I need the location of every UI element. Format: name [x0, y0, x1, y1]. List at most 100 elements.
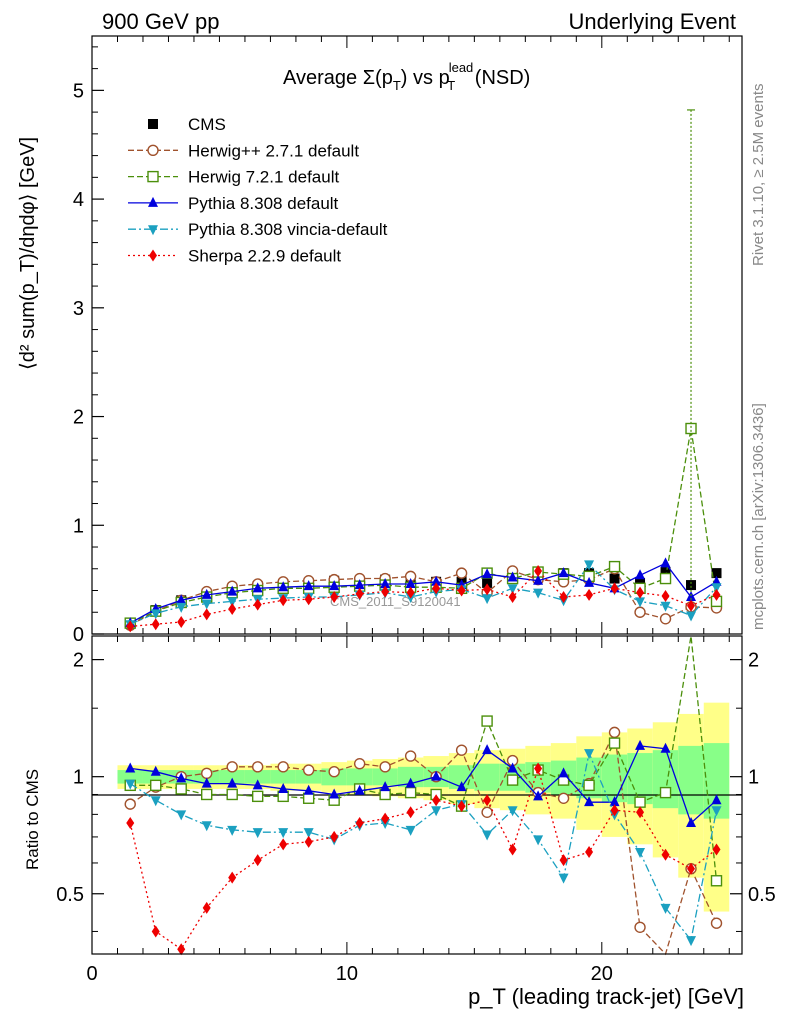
ratio-band-inner: [346, 768, 373, 786]
ratio-point: [431, 770, 442, 781]
ratio-point: [610, 804, 619, 817]
main-point: [660, 557, 671, 568]
ratio-point: [710, 875, 723, 887]
ratio-point: [481, 806, 493, 818]
ratio-band-inner: [372, 768, 398, 786]
ratio-band-inner: [295, 770, 322, 784]
ratio-band-inner: [117, 770, 143, 784]
main-point: [201, 599, 212, 610]
ratio-point: [660, 742, 671, 753]
ratio-line-pythia-8-308-default: [130, 745, 717, 825]
ratio-point: [277, 761, 289, 773]
ratio-point: [201, 788, 213, 801]
ratio-point: [661, 848, 670, 861]
xtick-label: 10: [336, 963, 358, 985]
ratio-point: [635, 848, 646, 859]
ratio-point: [251, 790, 264, 803]
main-point: [177, 616, 186, 629]
legend-marker: [149, 249, 157, 262]
ratio-point: [150, 796, 161, 807]
ratio-frame: [91, 635, 743, 955]
ratio-band-inner: [652, 750, 679, 809]
ratio-point: [125, 762, 136, 773]
ratio-point: [125, 779, 136, 790]
main-point: [533, 588, 544, 599]
main-point: [432, 582, 441, 595]
ratio-point: [379, 761, 391, 773]
main-point: [507, 571, 518, 582]
ratio-point: [227, 825, 238, 836]
legend-label: Pythia 8.308 default: [188, 194, 339, 213]
main-point: [660, 601, 671, 612]
main-ylabel: ⟨d² sum(p_T)/dηdφ⟩ [GeV]: [17, 137, 39, 370]
main-point: [711, 583, 722, 594]
main-point: [228, 602, 237, 615]
ratio-point: [381, 812, 390, 825]
legend-label: Herwig 7.2.1 default: [188, 168, 339, 187]
ratio-point: [201, 777, 212, 788]
main-point: [686, 580, 697, 591]
main-point: [584, 560, 595, 571]
main-point: [636, 586, 645, 599]
legend-label: Herwig++ 2.7.1 default: [188, 141, 359, 160]
ratio-point: [711, 806, 722, 817]
legend-marker: [148, 225, 158, 236]
main-point: [330, 591, 339, 604]
ratio-point: [150, 779, 162, 792]
ratio-point: [176, 810, 187, 821]
ratio-point: [176, 772, 187, 783]
main-point: [355, 587, 364, 600]
ratio-point: [533, 835, 544, 846]
header-right: Underlying Event: [568, 9, 736, 34]
ratio-point: [124, 798, 136, 810]
ratio-point: [456, 781, 467, 792]
ratio-point: [687, 862, 696, 875]
main-frame: [91, 35, 743, 635]
ratio-point: [507, 762, 518, 773]
main-point: [406, 586, 415, 599]
ratio-point: [533, 790, 544, 801]
main-point: [151, 618, 160, 631]
ratio-point: [278, 782, 289, 793]
ratio-point: [432, 794, 441, 807]
ratio-ytick-label-right: 1: [748, 767, 759, 789]
plot-title: Average Σ(pT) vs plead T (NSD): [283, 60, 530, 93]
watermark: CMS_2011_S9120041: [330, 594, 461, 609]
ratio-series-sherpa-2-2-9-default: [126, 762, 721, 956]
main-point: [252, 582, 263, 593]
ratio-ytick-label: 0.5: [56, 884, 84, 906]
legend-label: CMS: [188, 115, 226, 134]
ratio-line-herwig-2-7-1-default: [129, 730, 718, 956]
xtick-label: 20: [591, 963, 613, 985]
ratio-point: [659, 786, 672, 799]
ratio-band-inner: [678, 745, 704, 815]
ratio-point: [609, 796, 620, 807]
ratio-point: [457, 800, 466, 813]
ratio-line-sherpa-2-2-9-default: [129, 766, 717, 951]
ratio-ytick-label: 2: [73, 650, 84, 672]
main-point: [303, 580, 314, 591]
header-left: 900 GeV pp: [102, 9, 219, 34]
ratio-point: [328, 765, 340, 778]
main-point: [712, 588, 721, 601]
ratio-point: [710, 917, 723, 929]
ratio-point: [634, 796, 646, 808]
legend-label: Sherpa 2.2.9 default: [188, 247, 341, 266]
legend-item-pythia-8-308-vincia-default: Pythia 8.308 vincia-default: [128, 220, 388, 239]
ratio-series-pythia-8-308-vincia-default: [125, 749, 722, 947]
ratio-point: [201, 767, 213, 780]
ratio-point: [686, 936, 697, 947]
ratio-point: [177, 943, 186, 956]
ratio-point: [534, 762, 543, 775]
ratio-point: [302, 764, 315, 776]
ratio-ytick-label-right: 2: [748, 650, 759, 672]
main-ytick-label: 5: [73, 80, 84, 102]
ratio-point: [635, 739, 646, 750]
ratio-point: [559, 854, 568, 867]
ratio-point: [330, 830, 339, 843]
ratio-point: [712, 843, 721, 856]
main-point: [558, 567, 569, 578]
main-point: [329, 580, 340, 591]
ratio-point: [660, 903, 671, 914]
main-point: [227, 585, 238, 596]
